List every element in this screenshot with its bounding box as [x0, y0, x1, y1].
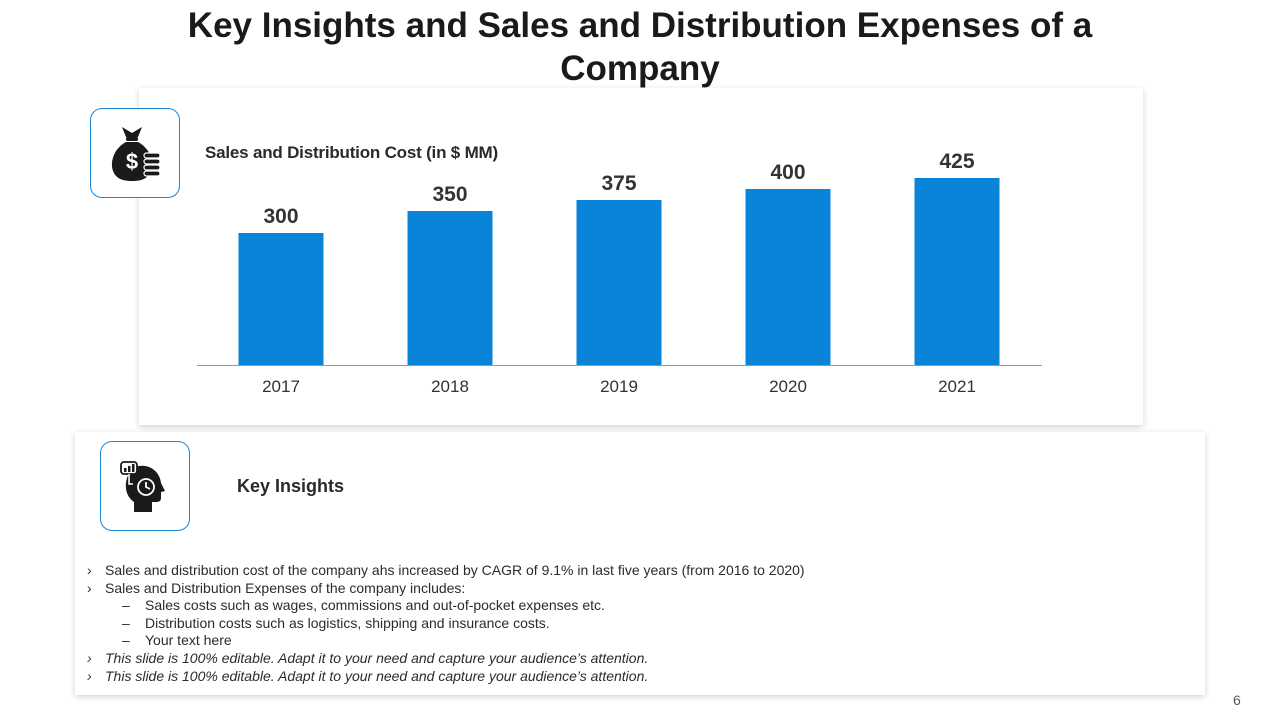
- x-tick-label-2021: 2021: [938, 377, 976, 396]
- bar-2019: [576, 200, 662, 365]
- data-label-2017: 300: [263, 205, 298, 228]
- data-label-2020: 400: [770, 161, 805, 184]
- x-tick-label-2017: 2017: [262, 377, 300, 396]
- bar-2020: [745, 189, 831, 365]
- insight-bullet: This slide is 100% editable. Adapt it to…: [86, 650, 1186, 668]
- head-chart-clock-icon: [120, 461, 165, 512]
- bar-2021: [914, 178, 1000, 365]
- bar-2017: [238, 233, 324, 365]
- chart-title: Sales and Distribution Cost (in $ MM): [205, 143, 498, 162]
- money-bag-icon-box: $: [90, 108, 180, 198]
- slide-title: Key Insights and Sales and Distribution …: [187, 6, 1093, 88]
- x-tick-label-2018: 2018: [431, 377, 469, 396]
- money-bag-coins-icon: $: [111, 127, 161, 181]
- x-tick-label-2020: 2020: [769, 377, 807, 396]
- bar-2018: [407, 211, 493, 365]
- data-label-2021: 425: [939, 150, 974, 173]
- x-tick-label-2019: 2019: [600, 377, 638, 396]
- insight-sub-bullet: Your text here: [86, 632, 1186, 650]
- data-label-2018: 350: [432, 183, 467, 206]
- insights-heading: Key Insights: [237, 476, 345, 496]
- data-label-2019: 375: [601, 172, 636, 195]
- svg-text:$: $: [126, 149, 138, 174]
- insight-sub-bullet: Distribution costs such as logistics, sh…: [86, 615, 1186, 633]
- head-icon-box: [100, 441, 190, 531]
- insight-sub-bullet: Sales costs such as wages, commissions a…: [86, 597, 1186, 615]
- insight-bullet: This slide is 100% editable. Adapt it to…: [86, 668, 1186, 686]
- insight-bullet: Sales and Distribution Expenses of the c…: [86, 580, 1186, 598]
- insights-bullet-list: Sales and distribution cost of the compa…: [86, 562, 1186, 685]
- insight-bullet: Sales and distribution cost of the compa…: [86, 562, 1186, 580]
- page-number: 6: [1233, 692, 1241, 708]
